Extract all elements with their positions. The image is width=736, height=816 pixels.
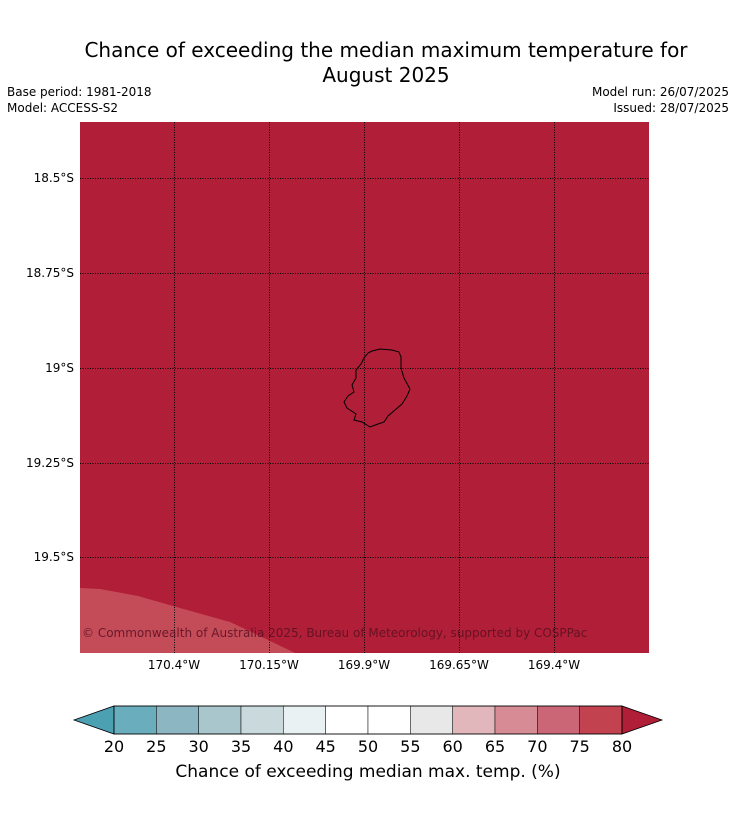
colorbar-tick-label: 30 [188,737,209,756]
colorbar-tick-label: 70 [527,737,548,756]
issued-date: Issued: 28/07/2025 [613,101,729,115]
colorbar-tick-label: 20 [103,737,125,756]
gridlines [80,122,649,653]
island-coastline [343,348,411,428]
colorbar-tick-label: 60 [442,737,463,756]
title-line-1: Chance of exceeding the median maximum t… [84,38,688,62]
colorbar-tick-label: 45 [315,737,336,756]
meta-left: Base period: 1981-2018 Model: ACCESS-S2 [7,84,152,116]
colorbar-tick-label: 35 [230,737,252,756]
lon-label-169-65w: 169.65°W [429,658,489,672]
colorbar-tick-label: 75 [569,737,590,756]
title-line-2: August 2025 [322,63,450,87]
lat-label-19-25s: 19.25°S [26,456,74,470]
lon-label-170-15w: 170.15°W [239,658,299,672]
lat-label-18-75s: 18.75°S [26,266,74,280]
base-period: Base period: 1981-2018 [7,85,152,99]
model-run: Model run: 26/07/2025 [591,85,729,99]
model-name: Model: ACCESS-S2 [7,101,119,115]
copyright-notice: © Commonwealth of Australia 2025, Bureau… [82,626,588,640]
lon-label-170-4w: 170.4°W [147,658,201,672]
lower-probability-region [80,588,295,653]
lat-label-19s: 19°S [45,361,74,375]
lat-label-19-5s: 19.5°S [33,550,74,564]
lon-label-169-9w: 169.9°W [337,658,391,672]
colorbar-tick-label: 40 [273,737,294,756]
colorbar-tick-label: 55 [400,737,421,756]
lat-label-18-5s: 18.5°S [33,171,74,185]
colorbar-tick-label: 65 [484,737,506,756]
colorbar-label: Chance of exceeding median max. temp. (%… [175,762,561,782]
colorbar-tick-label: 50 [357,737,379,756]
map-title: Chance of exceeding the median maximum t… [40,38,732,88]
meta-right: Model run: 26/07/2025 Issued: 28/07/2025 [592,84,729,116]
lon-label-169-4w: 169.4°W [527,658,581,672]
colorbar-tick-label: 80 [611,737,633,756]
colorbar-tick-label: 25 [146,737,167,756]
